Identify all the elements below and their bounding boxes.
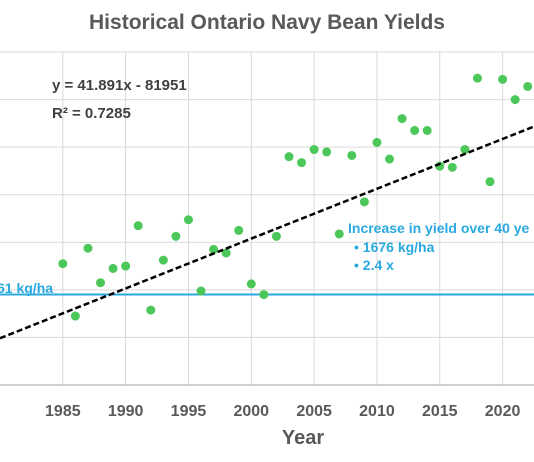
data-point [58, 259, 68, 269]
data-point [322, 147, 332, 157]
bullet-text-kg: 1676 kg/ha [363, 239, 435, 255]
x-tick-label: 1985 [45, 403, 81, 420]
data-point [121, 261, 131, 271]
x-tick-label: 2015 [422, 403, 458, 420]
data-point [70, 311, 80, 321]
data-point [359, 197, 369, 207]
data-point [108, 263, 118, 273]
data-point [284, 152, 294, 162]
trendline-segment [0, 125, 534, 340]
data-point [309, 145, 319, 155]
data-point [523, 81, 533, 91]
yield-increase-bullet-2: • 2.4 x [354, 257, 394, 273]
data-points [58, 73, 533, 321]
data-point [485, 177, 495, 187]
trendline [0, 125, 534, 340]
data-point [158, 255, 168, 265]
data-point [96, 278, 106, 288]
gridlines [0, 51, 534, 386]
data-point [133, 221, 143, 231]
data-point [209, 244, 219, 254]
bullet-marker: • [354, 257, 363, 273]
data-point [196, 286, 206, 296]
data-point [397, 114, 407, 124]
x-axis-label: Year [282, 427, 324, 449]
data-point [385, 154, 395, 164]
yield-increase-bullet-1: • 1676 kg/ha [354, 239, 435, 255]
data-point [498, 74, 508, 84]
data-point [183, 215, 193, 225]
data-point [422, 125, 432, 135]
data-point [334, 229, 344, 239]
data-point [410, 125, 420, 135]
x-tick-label: 2020 [485, 403, 521, 420]
data-point [234, 225, 244, 235]
x-tick-label: 2000 [233, 403, 269, 420]
data-point [221, 248, 231, 258]
data-point [447, 162, 457, 172]
data-point [271, 231, 281, 241]
x-tick-labels: 1985 1990 1995 2000 2005 2010 2015 2020 [45, 403, 520, 420]
data-point [297, 158, 307, 168]
data-point [259, 290, 269, 300]
chart-title: Historical Ontario Navy Bean Yields [89, 11, 445, 34]
data-point [347, 150, 357, 160]
data-point [460, 145, 470, 155]
yield-increase-heading: Increase in yield over 40 ye [348, 220, 530, 236]
x-tick-label: 2010 [359, 403, 395, 420]
data-point [83, 243, 93, 253]
x-tick-label: 2005 [296, 403, 332, 420]
trendline-r-squared: R² = 0.7285 [52, 105, 131, 122]
x-tick-label: 1995 [171, 403, 207, 420]
data-point [510, 95, 520, 105]
reference-line-label: 61 kg/ha [0, 280, 53, 296]
data-point [246, 279, 256, 289]
trendline-equation: y = 41.891x - 81951 [52, 77, 187, 94]
data-point [472, 73, 482, 83]
x-tick-label: 1990 [108, 403, 144, 420]
data-point [372, 137, 382, 147]
bullet-marker: • [354, 239, 363, 255]
data-point [171, 231, 181, 241]
bullet-text-ratio: 2.4 x [363, 257, 394, 273]
data-point [146, 305, 156, 315]
